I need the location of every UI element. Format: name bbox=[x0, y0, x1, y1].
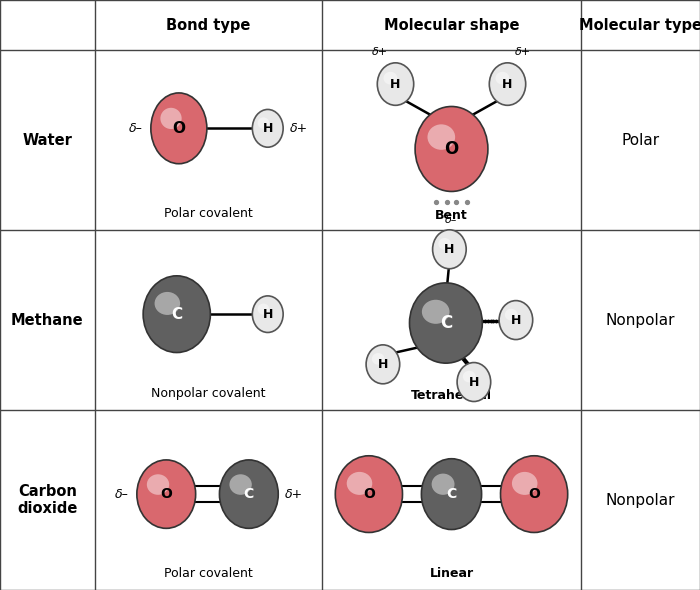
Text: =: = bbox=[200, 485, 215, 503]
Text: Polar covalent: Polar covalent bbox=[164, 207, 253, 220]
Text: H: H bbox=[503, 77, 512, 91]
Ellipse shape bbox=[220, 460, 279, 529]
Text: Linear: Linear bbox=[429, 567, 474, 580]
Text: δ+: δ+ bbox=[372, 47, 389, 57]
Ellipse shape bbox=[421, 459, 482, 530]
Text: Nonpolar: Nonpolar bbox=[606, 493, 676, 507]
Ellipse shape bbox=[410, 283, 482, 363]
Ellipse shape bbox=[512, 472, 538, 495]
Ellipse shape bbox=[432, 474, 454, 495]
Text: H: H bbox=[262, 122, 273, 135]
Ellipse shape bbox=[155, 292, 180, 315]
Text: O: O bbox=[444, 140, 458, 158]
Text: Polar covalent: Polar covalent bbox=[164, 567, 253, 580]
Text: δ–: δ– bbox=[129, 122, 142, 135]
Ellipse shape bbox=[433, 230, 466, 269]
Text: O: O bbox=[172, 121, 186, 136]
Ellipse shape bbox=[499, 300, 533, 340]
Text: C: C bbox=[447, 487, 456, 501]
Text: Nonpolar: Nonpolar bbox=[606, 313, 676, 327]
Ellipse shape bbox=[422, 300, 449, 324]
Ellipse shape bbox=[258, 304, 270, 314]
Text: δ+: δ+ bbox=[514, 47, 531, 57]
Text: O: O bbox=[363, 487, 374, 501]
Ellipse shape bbox=[335, 455, 402, 532]
Text: H: H bbox=[378, 358, 388, 371]
Text: Bent: Bent bbox=[435, 209, 468, 222]
Text: Molecular shape: Molecular shape bbox=[384, 18, 519, 32]
Text: Bond type: Bond type bbox=[166, 18, 251, 32]
Ellipse shape bbox=[457, 362, 491, 401]
Text: H: H bbox=[391, 77, 400, 91]
Ellipse shape bbox=[366, 345, 400, 384]
Ellipse shape bbox=[258, 117, 270, 129]
Ellipse shape bbox=[151, 93, 207, 163]
Ellipse shape bbox=[428, 124, 455, 150]
Ellipse shape bbox=[252, 296, 283, 333]
Text: O: O bbox=[160, 487, 172, 501]
Ellipse shape bbox=[500, 455, 568, 532]
Ellipse shape bbox=[346, 472, 372, 495]
Text: H: H bbox=[262, 307, 273, 321]
Text: O: O bbox=[528, 487, 540, 501]
Text: C: C bbox=[244, 487, 254, 501]
Text: H: H bbox=[511, 313, 521, 327]
Text: δ–: δ– bbox=[445, 215, 458, 225]
Text: δ–: δ– bbox=[115, 487, 128, 501]
Ellipse shape bbox=[489, 63, 526, 106]
Ellipse shape bbox=[377, 63, 414, 106]
Text: Polar: Polar bbox=[622, 133, 659, 148]
Text: Water: Water bbox=[22, 133, 72, 148]
Text: Carbon
dioxide: Carbon dioxide bbox=[17, 484, 78, 516]
Ellipse shape bbox=[496, 72, 510, 84]
Text: Tetrahedral: Tetrahedral bbox=[411, 389, 492, 402]
Text: H: H bbox=[444, 242, 454, 256]
Text: C: C bbox=[440, 314, 452, 332]
Ellipse shape bbox=[372, 353, 384, 365]
Ellipse shape bbox=[438, 238, 451, 250]
Ellipse shape bbox=[252, 110, 283, 147]
Ellipse shape bbox=[160, 108, 182, 129]
Ellipse shape bbox=[147, 474, 169, 495]
Text: Methane: Methane bbox=[11, 313, 83, 327]
Ellipse shape bbox=[144, 276, 210, 353]
Ellipse shape bbox=[415, 106, 488, 192]
Ellipse shape bbox=[384, 72, 398, 84]
Text: =: = bbox=[486, 485, 500, 503]
Text: δ+: δ+ bbox=[285, 487, 302, 501]
Text: H: H bbox=[469, 375, 479, 389]
Ellipse shape bbox=[136, 460, 196, 529]
Ellipse shape bbox=[463, 371, 475, 382]
Ellipse shape bbox=[505, 309, 517, 320]
Ellipse shape bbox=[230, 474, 252, 495]
Text: Molecular type: Molecular type bbox=[579, 18, 700, 32]
Text: C: C bbox=[172, 307, 182, 322]
Text: =: = bbox=[403, 485, 417, 503]
Text: Nonpolar covalent: Nonpolar covalent bbox=[151, 387, 265, 400]
Text: δ+: δ+ bbox=[290, 122, 307, 135]
